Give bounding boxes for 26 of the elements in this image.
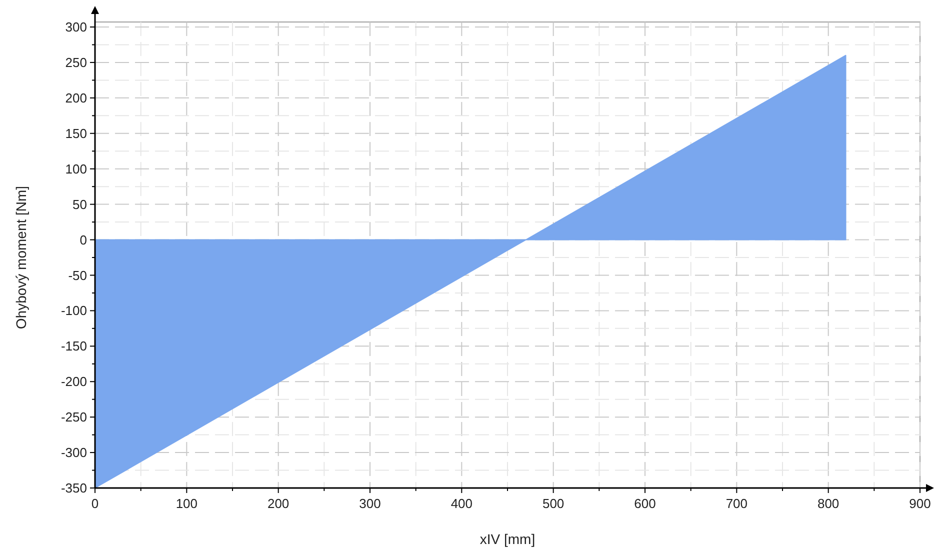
y-tick-label: -200 — [60, 374, 87, 390]
x-tick-label: 800 — [817, 496, 840, 511]
x-tick-label: 900 — [909, 496, 931, 511]
x-tick-label: 400 — [450, 496, 473, 511]
y-tick-label: 200 — [65, 90, 87, 106]
y-axis-title: Ohybový moment [Nm] — [13, 186, 29, 330]
x-tick-label: 0 — [91, 496, 99, 511]
y-tick-label: 0 — [80, 232, 87, 248]
y-tick-label: -300 — [60, 445, 87, 460]
y-tick-label: -250 — [60, 410, 87, 425]
x-tick-label: 200 — [267, 496, 290, 511]
x-tick-label: 600 — [634, 496, 656, 511]
x-tick-label: 300 — [359, 496, 381, 511]
x-tick-label: 500 — [542, 496, 564, 511]
y-tick-label: -150 — [60, 338, 87, 354]
y-tick-label: 250 — [65, 55, 87, 70]
y-tick-label: 300 — [65, 20, 87, 35]
y-tick-label: -100 — [60, 303, 87, 318]
y-tick-label: -350 — [60, 480, 87, 496]
x-tick-label: 700 — [726, 496, 748, 511]
y-tick-label: 100 — [65, 161, 87, 176]
y-tick-label: 50 — [72, 196, 87, 212]
x-tick-label: 100 — [176, 496, 198, 511]
x-axis-title: xIV [mm] — [480, 531, 536, 547]
y-tick-label: 150 — [65, 126, 87, 141]
y-tick-label: -50 — [68, 268, 87, 283]
